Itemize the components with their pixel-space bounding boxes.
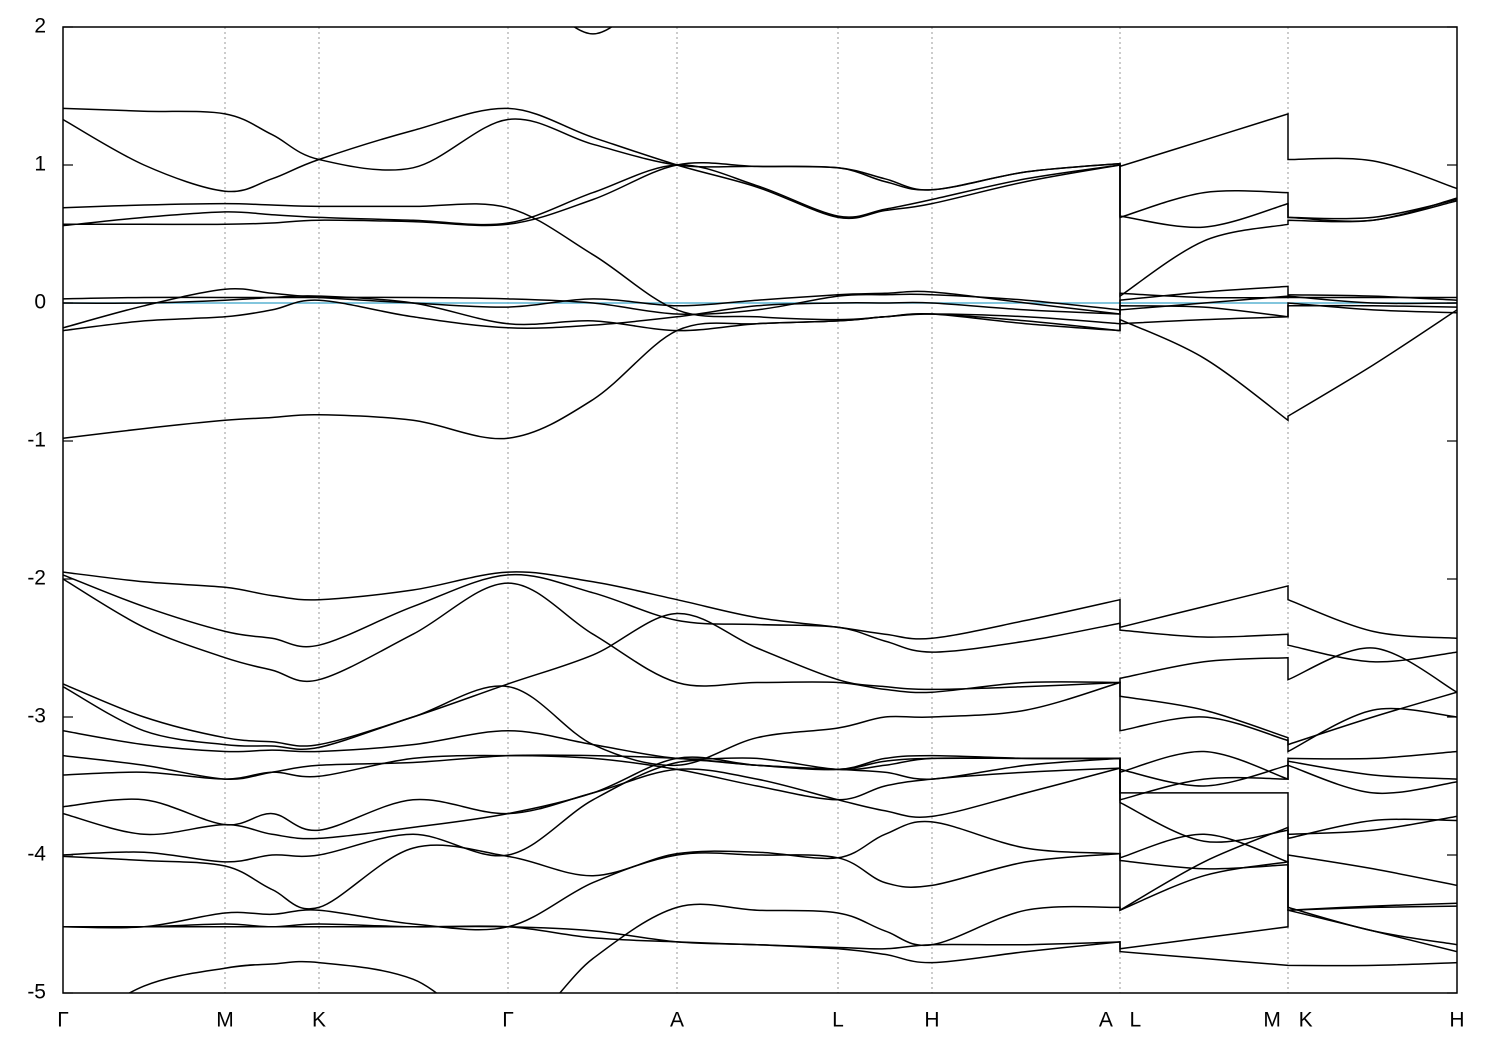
y-tick-label: -3 (27, 705, 46, 728)
x-tick-label: Γ (57, 1009, 69, 1032)
band-line (63, 107, 1457, 220)
y-tick-label: -4 (27, 843, 46, 866)
band-line (63, 295, 1457, 332)
grid (62, 27, 1458, 993)
band-line (63, 107, 1457, 191)
band-line (63, 304, 1457, 440)
x-tick-label: A (670, 1009, 684, 1032)
x-tick-label: K (312, 1009, 326, 1032)
y-tick-label: -1 (27, 429, 46, 452)
y-tick-label: 2 (34, 15, 46, 38)
y-tick-label: 0 (34, 291, 46, 314)
band-line (127, 861, 1457, 993)
x-tick-label: L (832, 1009, 844, 1032)
band-line (63, 757, 1457, 887)
band-line (63, 681, 1457, 767)
band-line (63, 295, 1457, 332)
band-line (63, 202, 1457, 422)
band-line (63, 767, 1457, 836)
band-line (63, 754, 1457, 843)
band-line (63, 852, 1457, 931)
x-tick-label: Γ (502, 1009, 514, 1032)
band-line (63, 754, 1457, 801)
axes: 2 1 0 -1 -2 -3 -4 -5 Γ M K Γ A L H A L M K H (27, 15, 1464, 1032)
x-tick-label: H (1449, 1009, 1464, 1032)
band-line (573, 27, 613, 35)
x-tick-label: A L (1099, 1009, 1141, 1032)
band-line (63, 571, 1457, 640)
y-tick-label: -2 (27, 567, 46, 590)
x-tick-label: M K (1263, 1009, 1312, 1032)
band-line (63, 285, 1457, 329)
band-line (63, 573, 1457, 663)
band-line (63, 164, 1457, 229)
band-line (63, 612, 1457, 747)
bands (63, 27, 1457, 993)
band-line (63, 578, 1457, 694)
band-line (63, 162, 1457, 298)
x-tick-label: H (924, 1009, 939, 1032)
y-tick-label: -5 (27, 981, 46, 1004)
plot-frame (62, 26, 1458, 994)
band-line (63, 820, 1457, 946)
y-tick-label: 1 (34, 153, 46, 176)
band-line (63, 754, 1457, 787)
band-line (63, 925, 1457, 967)
x-tick-label: M (216, 1009, 234, 1032)
band-line (63, 730, 1457, 781)
